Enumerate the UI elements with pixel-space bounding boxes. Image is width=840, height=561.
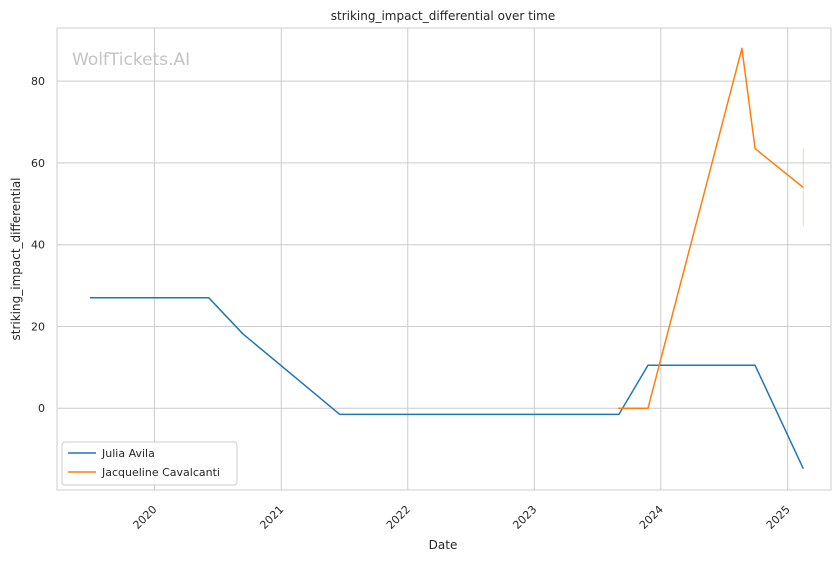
y-axis-title: striking_impact_differential [9, 177, 23, 340]
y-axis-ticks: 0 20 40 60 80 [31, 75, 45, 415]
y-tick-label: 60 [31, 157, 45, 170]
x-axis-title: Date [429, 538, 458, 552]
series-line [89, 297, 804, 470]
y-tick-label: 80 [31, 75, 45, 88]
series-line [618, 47, 804, 409]
y-tick-label: 0 [38, 402, 45, 415]
y-tick-label: 40 [31, 239, 45, 252]
chart-title: striking_impact_differential over time [331, 9, 556, 23]
grid [57, 28, 831, 490]
watermark: WolfTickets.AI [72, 50, 190, 70]
series-layer [89, 47, 804, 470]
y-tick-label: 20 [31, 320, 45, 333]
legend-label: Jacqueline Cavalcanti [101, 466, 220, 479]
legend: Julia Avila Jacqueline Cavalcanti [61, 441, 238, 486]
legend-box [61, 441, 238, 486]
legend-label: Julia Avila [101, 447, 155, 460]
plot-area-frame [56, 27, 832, 491]
